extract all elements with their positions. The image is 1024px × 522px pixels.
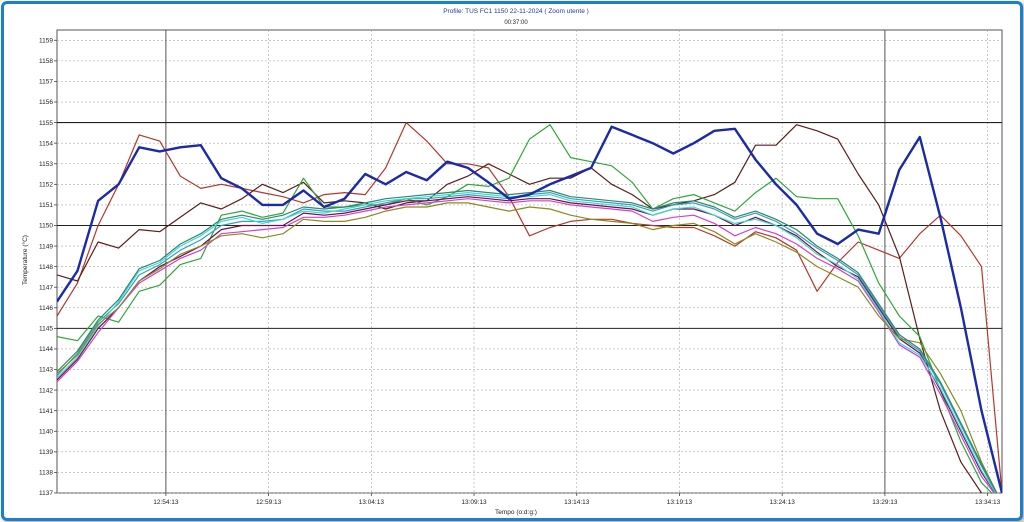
y-axis-title: Temperature (°C) — [21, 235, 29, 285]
y-tick-label: 1150 — [39, 223, 53, 230]
y-tick-label: 1143 — [39, 367, 53, 374]
y-tick-label: 1154 — [39, 140, 53, 147]
series-line — [57, 189, 998, 493]
series-line — [57, 125, 1002, 493]
y-tick-label: 1144 — [39, 346, 53, 353]
y-tick-label: 1152 — [39, 182, 53, 189]
y-tick-label: 1149 — [39, 243, 53, 250]
y-tick-label: 1138 — [39, 470, 53, 477]
y-tick-label: 1148 — [39, 264, 53, 271]
y-tick-label: 1142 — [39, 387, 53, 394]
x-tick-label: 13:24:13 — [770, 499, 796, 506]
y-tick-label: 1146 — [39, 305, 53, 312]
y-tick-label: 1137 — [39, 490, 53, 497]
series-line — [57, 192, 997, 493]
x-tick-label: 12:59:13 — [256, 499, 282, 506]
x-axis-title: Tempo (o:d:g:) — [495, 509, 537, 516]
series-line — [57, 124, 983, 493]
plot-area — [56, 29, 1003, 494]
x-tick-label: 13:04:13 — [359, 499, 385, 506]
y-tick-label: 1145 — [39, 326, 53, 333]
y-tick-label: 1147 — [39, 284, 53, 291]
y-tick-label: 1155 — [39, 120, 53, 127]
x-tick-label: 13:14:13 — [564, 499, 590, 506]
x-tick-label: 13:19:13 — [667, 499, 693, 506]
y-tick-label: 1151 — [39, 202, 53, 209]
chart-title: Profile: TUS FC1 1150 22-11-2024 ( Zoom … — [443, 8, 589, 15]
y-tick-label: 1140 — [39, 428, 53, 435]
series-group — [57, 121, 1002, 493]
x-tick-label: 12:54:13 — [153, 499, 179, 506]
x-tick-label: 13:34:13 — [975, 499, 1001, 506]
y-tick-label: 1158 — [39, 58, 53, 65]
chart-subtitle: 00:37:00 — [504, 20, 528, 26]
series-line — [57, 202, 998, 493]
y-tick-label: 1153 — [39, 161, 53, 168]
axis-ticks: 1137 1138 1139 1140 1141 1142 1143 1144 1145 1146… — [39, 37, 1001, 506]
x-tick-label: 13:29:13 — [872, 499, 898, 506]
y-tick-label: 1157 — [39, 79, 53, 86]
y-tick-label: 1156 — [39, 99, 53, 106]
x-tick-label: 13:09:13 — [461, 499, 487, 506]
y-tick-label: 1139 — [39, 449, 53, 456]
y-tick-label: 1141 — [39, 408, 53, 415]
y-tick-label: 1159 — [39, 37, 53, 44]
